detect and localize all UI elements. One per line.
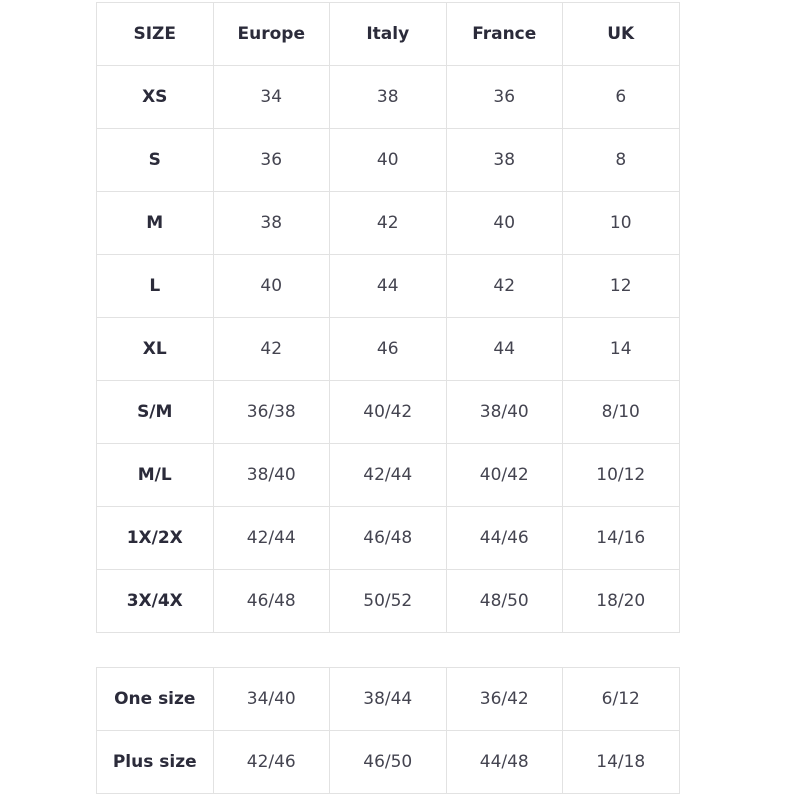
size-value-cell: 12 [562, 254, 680, 318]
table-row: XL 42 46 44 14 [96, 317, 680, 381]
size-value-cell: 14 [562, 317, 680, 381]
size-value-cell: 40 [329, 128, 447, 192]
size-value-cell: 46/48 [329, 506, 447, 570]
table-row: Plus size 42/46 46/50 44/48 14/18 [96, 730, 680, 794]
size-value-cell: 40 [445, 191, 563, 255]
size-value-cell: 10 [562, 191, 680, 255]
size-value-cell: 44 [329, 254, 447, 318]
size-value-cell: 36 [445, 65, 563, 129]
size-label-cell: S/M [96, 380, 214, 444]
header-row: SIZE Europe Italy France UK [96, 2, 680, 66]
size-value-cell: 42 [212, 317, 330, 381]
size-value-cell: 40 [212, 254, 330, 318]
size-value-cell: 40/42 [445, 443, 563, 507]
size-label-cell: S [96, 128, 214, 192]
size-value-cell: 38/44 [329, 667, 447, 731]
size-label-cell: 1X/2X [96, 506, 214, 570]
size-value-cell: 38 [329, 65, 447, 129]
size-value-cell: 44/48 [445, 730, 563, 794]
size-value-cell: 10/12 [562, 443, 680, 507]
size-label-cell: M/L [96, 443, 214, 507]
size-conversion-table: SIZE Europe Italy France UK XS 34 38 36 6 S 36 40 38 8… [96, 2, 680, 633]
table-row: M/L 38/40 42/44 40/42 10/12 [96, 443, 680, 507]
size-label-cell: M [96, 191, 214, 255]
size-value-cell: 34 [212, 65, 330, 129]
table-row: M 38 42 40 10 [96, 191, 680, 255]
size-value-cell: 38/40 [445, 380, 563, 444]
size-label-cell: 3X/4X [96, 569, 214, 633]
size-value-cell: 42 [329, 191, 447, 255]
size-value-cell: 14/18 [562, 730, 680, 794]
size-value-cell: 48/50 [445, 569, 563, 633]
size-value-cell: 42/44 [212, 506, 330, 570]
size-value-cell: 38/40 [212, 443, 330, 507]
size-value-cell: 18/20 [562, 569, 680, 633]
size-value-cell: 42/44 [329, 443, 447, 507]
size-value-cell: 8/10 [562, 380, 680, 444]
size-value-cell: 50/52 [329, 569, 447, 633]
column-header: Europe [212, 2, 330, 66]
size-label-cell: Plus size [96, 730, 214, 794]
size-value-cell: 8 [562, 128, 680, 192]
size-value-cell: 44 [445, 317, 563, 381]
table-row: L 40 44 42 12 [96, 254, 680, 318]
size-value-cell: 40/42 [329, 380, 447, 444]
table-row: S 36 40 38 8 [96, 128, 680, 192]
table-row: XS 34 38 36 6 [96, 65, 680, 129]
size-value-cell: 14/16 [562, 506, 680, 570]
size-label-cell: One size [96, 667, 214, 731]
table-row: 3X/4X 46/48 50/52 48/50 18/20 [96, 569, 680, 633]
size-value-cell: 36/42 [445, 667, 563, 731]
size-value-cell: 38 [445, 128, 563, 192]
size-value-cell: 34/40 [212, 667, 330, 731]
table-row: S/M 36/38 40/42 38/40 8/10 [96, 380, 680, 444]
one-plus-size-table: One size 34/40 38/44 36/42 6/12 Plus size 42/4… [96, 667, 680, 794]
size-value-cell: 46/48 [212, 569, 330, 633]
column-header: SIZE [96, 2, 214, 66]
size-value-cell: 46 [329, 317, 447, 381]
size-value-cell: 38 [212, 191, 330, 255]
size-label-cell: L [96, 254, 214, 318]
size-value-cell: 46/50 [329, 730, 447, 794]
column-header: Italy [329, 2, 447, 66]
size-value-cell: 42/46 [212, 730, 330, 794]
size-value-cell: 36 [212, 128, 330, 192]
size-label-cell: XL [96, 317, 214, 381]
size-value-cell: 42 [445, 254, 563, 318]
column-header: UK [562, 2, 680, 66]
size-label-cell: XS [96, 65, 214, 129]
table-row: One size 34/40 38/44 36/42 6/12 [96, 667, 680, 731]
column-header: France [445, 2, 563, 66]
size-value-cell: 6/12 [562, 667, 680, 731]
table-row: 1X/2X 42/44 46/48 44/46 14/16 [96, 506, 680, 570]
size-value-cell: 6 [562, 65, 680, 129]
size-value-cell: 36/38 [212, 380, 330, 444]
size-value-cell: 44/46 [445, 506, 563, 570]
